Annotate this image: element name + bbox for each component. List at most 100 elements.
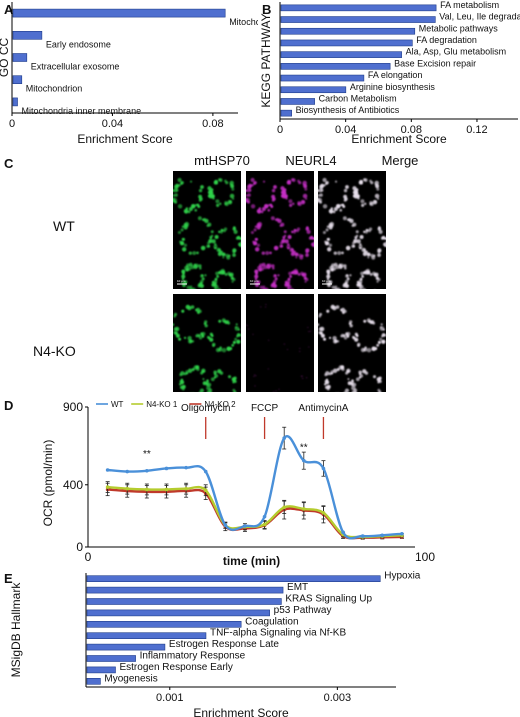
- data-point: [302, 458, 306, 463]
- legend-label-n4-ko-1: N4-KO 1: [146, 400, 178, 409]
- significance-marker: **: [143, 449, 151, 460]
- x-tick-label: 100: [415, 550, 435, 564]
- bar-label-val-leu-ile-degradation: Val, Leu, Ile degradation: [439, 12, 520, 22]
- bar-coagulation: [86, 620, 242, 628]
- bar-label-mitochondria-inner-membrane: Mitochondria inner membrane: [22, 106, 142, 116]
- bar-estrogen-response-late: [86, 643, 166, 651]
- go-cc-bar-chart: 0 0.04 0.08 Enrichment Score GO CC Mitochondr…: [0, 2, 258, 146]
- micrograph-wt-mthsp70: 10 μm: [173, 171, 241, 289]
- bar-label-inflammatory-response: Inflammatory Response: [140, 651, 246, 662]
- bar-fa-elongation: [280, 74, 365, 82]
- micrograph-signal: [318, 304, 386, 392]
- injection-label-antimycina: AntimycinA: [298, 403, 348, 414]
- bar-kras-signaling-up: [86, 598, 282, 605]
- bar-hypoxia: [86, 575, 381, 582]
- bar-inflammatory-response: [86, 655, 136, 662]
- bar-extracellular-exosome: [12, 53, 28, 62]
- x-tick-label: 0: [9, 118, 15, 130]
- series-line-wt: [107, 434, 403, 540]
- data-point: [223, 523, 228, 528]
- data-point: [243, 524, 247, 528]
- x-tick-label: 0.04: [335, 124, 356, 136]
- data-point: [262, 514, 267, 519]
- bar-ala-asp-glu-metabolism: [280, 51, 402, 58]
- bar-mitochondria-inner-membrane: [12, 97, 18, 107]
- bar-tnf-alpha-signaling-via-nf-kb: [86, 632, 207, 639]
- data-point: [145, 468, 149, 473]
- bar-p53-pathway: [86, 609, 270, 617]
- data-point: [321, 510, 326, 515]
- micrograph-wt-merge: 10 μm: [318, 171, 386, 289]
- bar-label-fa-elongation: FA elongation: [368, 70, 423, 80]
- kegg-pathway-bar-chart: 0 0.04 0.08 0.12 Enrichment Score KEGG PATHWA…: [259, 0, 520, 146]
- column-title-neurl4: NEURL4: [285, 153, 337, 168]
- y-tick-label: 400: [63, 478, 83, 492]
- bar-label-extracellular-exosome: Extracellular exosome: [31, 62, 120, 72]
- bar-label-tnf-alpha-signaling-via-nf-kb: TNF-alpha Signaling via Nf-KB: [210, 628, 346, 639]
- micrograph-wt-neurl4: 10 μm: [246, 171, 314, 289]
- micrograph-n4-ko-merge: 10 μm: [318, 294, 386, 392]
- bar-label-myogenesis: Myogenesis: [104, 673, 157, 684]
- legend: WT N4-KO 1 N4-KO 2: [96, 400, 236, 409]
- bar-label-estrogen-response-early: Estrogen Response Early: [119, 662, 232, 673]
- panel-label-a: A: [4, 2, 14, 17]
- bar-base-excision-repair: [280, 63, 391, 70]
- bar-label-hypoxia: Hypoxia: [384, 571, 421, 582]
- x-axis-title: Enrichment Score: [77, 132, 173, 146]
- y-tick-label: 0: [76, 540, 83, 554]
- bar-metabolic-pathways: [280, 27, 416, 35]
- series-wt: [105, 426, 404, 540]
- data-point: [341, 530, 345, 535]
- bar-label-mitochondria-matrix: Mitochondria matrix: [229, 17, 258, 27]
- x-tick-label: 0.003: [324, 692, 352, 704]
- scale-bar-label: 10 μm: [250, 279, 259, 283]
- y-axis-title: KEGG PATHWAY: [259, 13, 273, 107]
- bar-myogenesis: [86, 678, 101, 685]
- bar-label-p53-pathway: p53 Pathway: [274, 605, 332, 616]
- data-point: [184, 465, 188, 470]
- row-label-wt: WT: [53, 218, 75, 234]
- x-tick-label: 0.04: [102, 118, 123, 130]
- bar-label-mitochondrion: Mitochondrion: [26, 84, 83, 94]
- data-point: [164, 466, 169, 471]
- bar-biosynthesis-of-antibiotics: [280, 109, 292, 117]
- injection-label-oligomycin: Oligomycin: [181, 403, 230, 414]
- micrograph-n4-ko-mthsp70: 10 μm: [173, 294, 241, 392]
- data-point: [203, 469, 208, 474]
- micrograph-background: [246, 294, 314, 392]
- data-point: [125, 469, 130, 474]
- data-point: [203, 488, 208, 493]
- bar-label-ala-asp-glu-metabolism: Ala, Asp, Glu metabolism: [406, 47, 507, 57]
- panel-label-d: D: [4, 398, 14, 413]
- micrograph-grid: mtHSP70 NEURL4 Merge WT N4-KO 10 μm 10 μm…: [0, 152, 520, 392]
- x-tick-label: 0.08: [401, 124, 422, 136]
- x-axis-title: Enrichment Score: [351, 132, 447, 146]
- bar-label-fa-degradation: FA degradation: [416, 35, 477, 45]
- y-axis-title: GO CC: [0, 38, 11, 78]
- panel-label-e: E: [4, 571, 13, 586]
- bar-label-metabolic-pathways: Metabolic pathways: [419, 23, 499, 33]
- bar-label-fa-metabolism: FA metabolism: [440, 0, 499, 10]
- bar-label-early-endosome: Early endosome: [46, 39, 111, 49]
- x-tick-label: 0.12: [466, 124, 487, 136]
- data-point: [105, 468, 110, 472]
- scale-bar-label: 10 μm: [177, 279, 186, 283]
- y-axis-title: MSigDB Hallmark: [9, 582, 23, 678]
- x-tick-label: 0.001: [156, 692, 184, 704]
- bar-label-coagulation: Coagulation: [245, 616, 298, 627]
- micrograph-background: [318, 171, 386, 289]
- ocr-line-chart: 0 400 900 0 100 time (min) OCR (pmol/min) Oligo…: [41, 400, 435, 568]
- significance-marker: **: [300, 443, 308, 454]
- data-point: [105, 485, 110, 489]
- bar-carbon-metabolism: [280, 98, 315, 105]
- x-axis-title: Enrichment Score: [193, 706, 289, 717]
- x-tick-label: 0: [277, 124, 283, 136]
- bar-early-endosome: [12, 30, 43, 40]
- bar-label-emt: EMT: [287, 582, 308, 593]
- bar-val-leu-ile-degradation: [280, 16, 436, 23]
- data-point: [164, 487, 169, 492]
- panel-label-b: B: [262, 2, 272, 17]
- data-point: [360, 534, 365, 538]
- msigdb-bar-chart: 0.001 0.003 Enrichment Score MSigDB Hallmar…: [9, 571, 421, 717]
